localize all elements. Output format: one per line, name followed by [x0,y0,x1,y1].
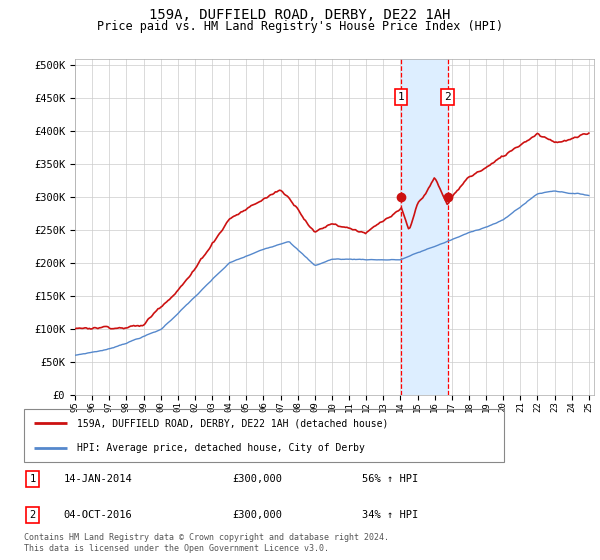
Bar [401,59,448,395]
Text: 159A, DUFFIELD ROAD, DERBY, DE22 1AH (detached house): 159A, DUFFIELD ROAD, DERBY, DE22 1AH (de… [77,418,388,428]
Text: 159A, DUFFIELD ROAD, DERBY, DE22 1AH: 159A, DUFFIELD ROAD, DERBY, DE22 1AH [149,8,451,22]
Text: HPI: Average price, detached house, City of Derby: HPI: Average price, detached house, City… [77,442,365,452]
Text: 1: 1 [29,474,35,484]
Text: 2: 2 [444,92,451,102]
Text: Contains HM Land Registry data © Crown copyright and database right 2024.
This d: Contains HM Land Registry data © Crown c… [24,533,389,553]
Text: £300,000: £300,000 [233,510,283,520]
Text: 2: 2 [29,510,35,520]
Text: 14-JAN-2014: 14-JAN-2014 [64,474,132,484]
Text: 34% ↑ HPI: 34% ↑ HPI [362,510,419,520]
Text: 1: 1 [398,92,404,102]
Text: 56% ↑ HPI: 56% ↑ HPI [362,474,419,484]
Text: 04-OCT-2016: 04-OCT-2016 [64,510,132,520]
Text: Price paid vs. HM Land Registry's House Price Index (HPI): Price paid vs. HM Land Registry's House … [97,20,503,32]
Text: £300,000: £300,000 [233,474,283,484]
